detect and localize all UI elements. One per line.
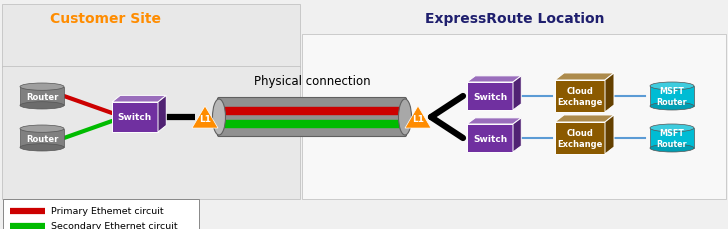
FancyBboxPatch shape (218, 98, 406, 137)
FancyBboxPatch shape (555, 81, 605, 112)
FancyBboxPatch shape (650, 128, 694, 148)
Text: MSFT
Router: MSFT Router (657, 129, 687, 148)
FancyBboxPatch shape (20, 129, 64, 148)
Text: MSFT
Router: MSFT Router (657, 87, 687, 106)
Text: Switch: Switch (473, 92, 507, 101)
Text: Cloud
Exchange: Cloud Exchange (558, 87, 603, 106)
Polygon shape (158, 96, 166, 132)
FancyBboxPatch shape (2, 67, 300, 199)
Ellipse shape (650, 103, 694, 111)
Polygon shape (405, 106, 431, 128)
Text: ExpressRoute Location: ExpressRoute Location (425, 12, 605, 26)
Text: Router: Router (25, 92, 58, 101)
Polygon shape (467, 118, 521, 124)
Ellipse shape (20, 84, 64, 91)
Polygon shape (513, 118, 521, 152)
Text: L1: L1 (199, 114, 211, 123)
FancyBboxPatch shape (467, 124, 513, 152)
Text: L1: L1 (412, 114, 424, 123)
FancyBboxPatch shape (467, 83, 513, 111)
Ellipse shape (20, 125, 64, 133)
FancyBboxPatch shape (650, 87, 694, 107)
Polygon shape (192, 106, 218, 128)
Polygon shape (112, 96, 166, 103)
FancyBboxPatch shape (302, 35, 726, 199)
FancyBboxPatch shape (555, 123, 605, 154)
Polygon shape (513, 76, 521, 111)
Ellipse shape (650, 144, 694, 152)
Ellipse shape (20, 144, 64, 151)
Ellipse shape (650, 83, 694, 90)
Polygon shape (555, 74, 614, 81)
Ellipse shape (213, 100, 226, 135)
Text: Switch: Switch (473, 134, 507, 143)
Ellipse shape (20, 102, 64, 109)
FancyBboxPatch shape (3, 199, 199, 229)
Ellipse shape (398, 100, 411, 135)
Text: Router: Router (25, 134, 58, 143)
Text: Cloud
Exchange: Cloud Exchange (558, 129, 603, 148)
Text: Switch: Switch (118, 113, 152, 122)
FancyBboxPatch shape (112, 103, 158, 132)
Polygon shape (605, 115, 614, 154)
Text: Customer Site: Customer Site (50, 12, 160, 26)
Text: Primary Ethemet circuit: Primary Ethemet circuit (51, 207, 164, 215)
Text: Physical connection: Physical connection (253, 75, 371, 88)
Polygon shape (555, 115, 614, 123)
Ellipse shape (650, 124, 694, 132)
Polygon shape (467, 76, 521, 83)
Polygon shape (605, 74, 614, 112)
FancyBboxPatch shape (20, 87, 64, 106)
FancyBboxPatch shape (2, 5, 300, 68)
Text: Secondary Ethernet circuit: Secondary Ethernet circuit (51, 221, 178, 229)
